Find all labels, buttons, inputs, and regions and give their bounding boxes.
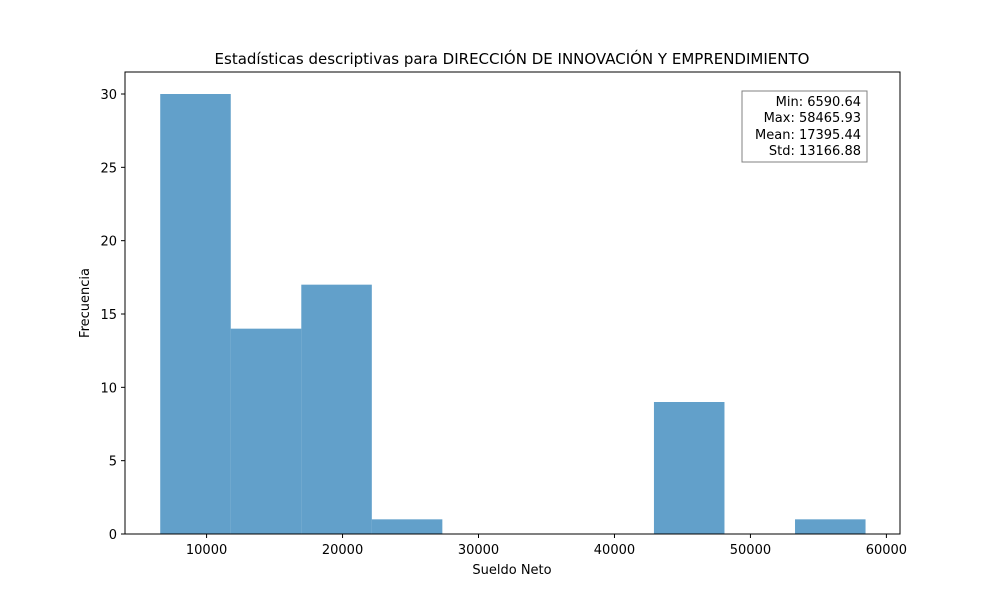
stats-std: Std: 13166.88	[769, 144, 861, 159]
histogram-bar-3	[371, 519, 443, 534]
y-tick-label-2: 10	[100, 381, 117, 396]
stats-min: Min: 6590.64	[776, 95, 861, 110]
histogram-bar-2	[301, 284, 372, 534]
y-tick-label-0: 0	[109, 528, 117, 543]
x-tick-label-5: 60000	[866, 543, 907, 558]
stats-box: Min: 6590.64 Max: 58465.93 Mean: 17395.4…	[741, 90, 868, 163]
bars-group	[160, 94, 866, 534]
y-tick-label-3: 15	[100, 308, 117, 323]
stats-max: Max: 58465.93	[764, 111, 861, 126]
y-axis-label: Frecuencia	[78, 268, 93, 338]
x-tick-label-2: 30000	[458, 543, 499, 558]
x-tick-label-1: 20000	[322, 543, 363, 558]
plot-frame	[124, 71, 901, 535]
histogram-bar-7	[653, 402, 725, 534]
y-tick-label-1: 5	[109, 455, 117, 470]
y-axis-ticks: 0 5 10 15 20 25 30	[100, 88, 125, 543]
chart-title: Estadísticas descriptivas para DIRECCIÓN…	[215, 49, 810, 68]
x-tick-label-4: 50000	[730, 543, 771, 558]
y-tick-label-6: 30	[100, 88, 117, 103]
y-tick-label-4: 20	[100, 235, 117, 250]
x-axis-ticks: 10000 20000 30000 40000 50000 60000	[186, 534, 907, 558]
y-tick-label-5: 25	[100, 161, 117, 176]
stats-box-frame	[741, 90, 868, 163]
stats-mean: Mean: 17395.44	[755, 128, 861, 143]
histogram-bar-1	[230, 328, 302, 534]
histogram-bar-0	[160, 94, 231, 534]
x-axis-label: Sueldo Neto	[472, 563, 551, 578]
histogram-bar-9	[795, 519, 866, 534]
x-tick-label-3: 40000	[594, 543, 635, 558]
x-tick-label-0: 10000	[186, 543, 227, 558]
